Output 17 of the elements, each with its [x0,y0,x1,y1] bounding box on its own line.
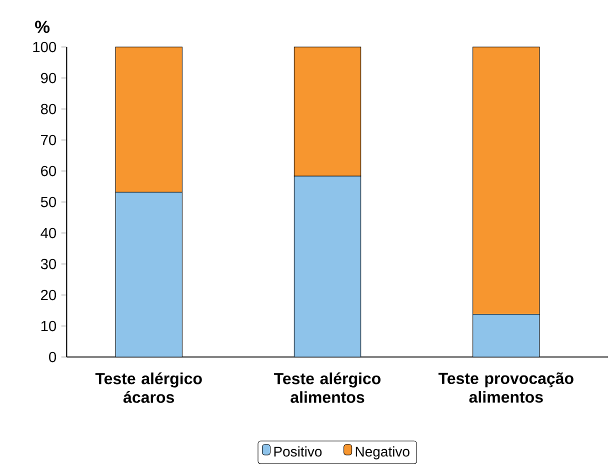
legend-label: Negativo [356,446,410,460]
y-tick-label: 100 [33,42,56,52]
x-tick-label: Teste provocação alimentos [438,372,574,403]
y-tick-label: 80 [40,104,56,114]
y-tick-label: 40 [40,228,56,238]
x-tick-label: Teste alérgico alimentos [274,372,381,403]
y-tick-label: 90 [41,72,56,84]
y-tick-label: 0 [49,352,56,362]
legend-label: Positivo [274,446,322,457]
y-tick-label: 70 [41,134,56,146]
y-axis-title: % [35,20,50,33]
x-tick-label: Teste alérgico ácaros [95,372,202,403]
y-tick-label: 30 [40,258,56,270]
y-tick-label: 10 [41,320,56,332]
y-tick-label: 60 [41,166,56,176]
y-tick-label: 50 [40,196,56,208]
y-tick-label: 20 [41,290,56,300]
